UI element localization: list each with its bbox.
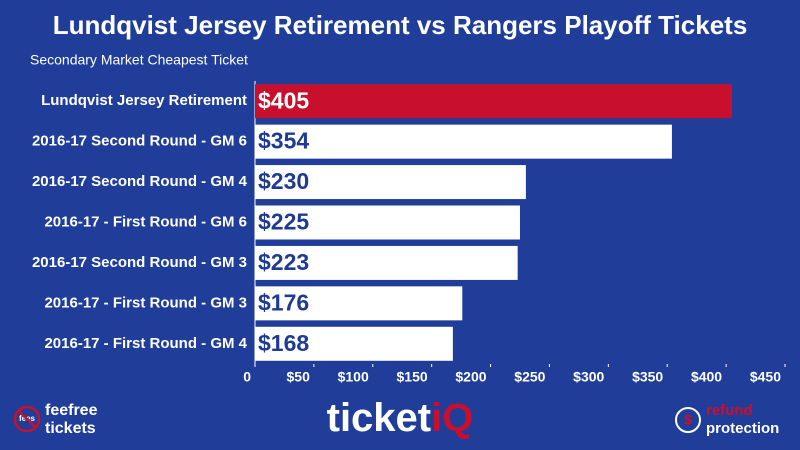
y-tick-label: 2016-17 - First Round - GM 6 — [44, 213, 247, 230]
chart-subtitle: Secondary Market Cheapest Ticket — [30, 52, 248, 68]
x-tick-label: $50 — [287, 369, 311, 385]
logo-text: feefree — [45, 402, 98, 419]
x-tick-label: $100 — [338, 369, 369, 385]
y-tick-label: 2016-17 Second Round - GM 3 — [32, 254, 247, 271]
bar — [255, 326, 453, 361]
ticketiq-logo: ticketiQ — [327, 396, 474, 440]
bar — [255, 286, 463, 321]
x-tick-label: $350 — [632, 369, 663, 385]
value-label: $230 — [258, 168, 309, 194]
bar — [255, 245, 518, 280]
x-tick-label: $400 — [691, 369, 722, 385]
logo-part: ticket — [327, 396, 432, 440]
x-tick-label: $300 — [573, 369, 604, 385]
value-label: $405 — [258, 87, 309, 113]
x-tick-label: 0 — [243, 369, 251, 385]
x-tick-label: $450 — [750, 369, 781, 385]
y-tick-label: 2016-17 - First Round - GM 3 — [44, 294, 247, 311]
bar — [255, 124, 672, 159]
badge-slash — [18, 410, 36, 428]
bar — [255, 165, 526, 200]
y-tick-label: 2016-17 Second Round - GM 4 — [32, 173, 248, 190]
chart-title: Lundqvist Jersey Retirement vs Rangers P… — [53, 10, 748, 40]
x-tick-label: $250 — [514, 369, 545, 385]
y-tick-label: 2016-17 - First Round - GM 4 — [44, 335, 247, 352]
bar — [255, 84, 732, 119]
x-tick-label: $200 — [455, 369, 486, 385]
feefree-logo: fees feefree tickets — [13, 402, 98, 437]
value-label: $176 — [258, 289, 309, 315]
logo-text: ticketiQ — [327, 396, 474, 440]
logo-text: refund — [706, 402, 753, 419]
logo-part: free — [68, 402, 97, 419]
value-label: $354 — [258, 128, 309, 154]
refund-logo: $ refund protection — [675, 402, 779, 437]
bar — [255, 205, 520, 240]
y-tick-label: Lundqvist Jersey Retirement — [41, 92, 247, 109]
logo-text: protection — [706, 420, 779, 437]
value-label: $223 — [258, 249, 309, 275]
x-tick-label: $150 — [397, 369, 428, 385]
y-tick-label: 2016-17 Second Round - GM 6 — [32, 133, 247, 150]
refund-icon: $ — [684, 412, 692, 428]
badge-circle — [13, 405, 41, 433]
logo-part: fee — [45, 402, 68, 419]
logo-text: tickets — [45, 420, 96, 437]
value-label: $168 — [258, 330, 309, 356]
refund-circle — [675, 407, 701, 433]
logo-part: iQ — [431, 396, 473, 440]
value-label: $225 — [258, 209, 309, 235]
